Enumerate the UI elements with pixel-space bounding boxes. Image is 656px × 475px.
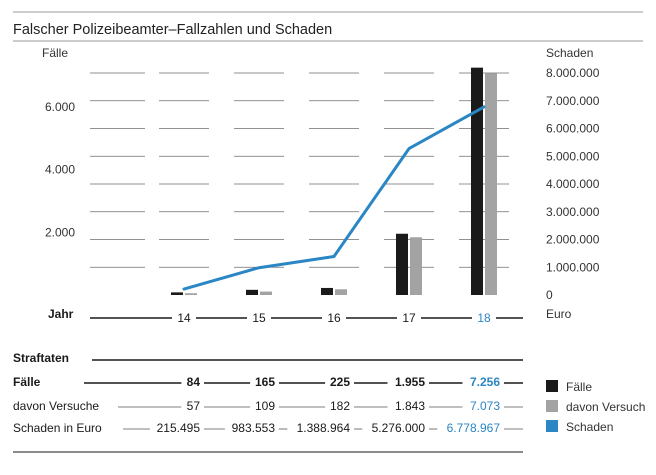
left-axis-ticks: 2.000 4.000 6.000 [45,100,75,239]
table-cell: 225 [330,375,350,389]
table-cell: 109 [255,399,275,413]
right-axis-label: Schaden [546,46,593,60]
left-tick-label: 2.000 [45,225,75,239]
table-cell: 84 [187,375,201,389]
legend-label: Fälle [566,380,592,394]
bar-faelle [471,67,483,296]
table-cell: 165 [255,375,275,389]
x-tick-label: 18 [477,311,491,325]
left-tick-label: 6.000 [45,100,75,114]
table-title: Straftaten [13,351,69,365]
x-axis: 14 15 16 17 18 [90,311,523,325]
right-tick-label: 5.000.000 [546,149,600,163]
left-tick-label: 4.000 [45,163,75,177]
table-cell: 215.495 [157,421,201,435]
x-tick-label: 15 [252,311,266,325]
right-tick-label: 6.000.000 [546,122,600,136]
bar-davon-versuch [185,293,197,295]
bar-davon-versuch [410,237,422,295]
legend: Fälle davon Versuch Schaden [546,380,645,434]
bar-davon-versuch [260,291,272,295]
right-tick-label: 7.000.000 [546,94,600,108]
right-tick-label: 4.000.000 [546,177,600,191]
right-tick-label: 8.000.000 [546,66,600,80]
left-axis-label: Fälle [42,46,68,60]
bar-davon-versuch [485,73,497,295]
schaden-line [182,105,486,291]
table-cell: 182 [330,399,350,413]
bars [171,67,497,296]
legend-swatch [546,400,558,412]
table-row-label: davon Versuche [13,399,99,413]
table-cell: 1.843 [395,399,425,413]
right-tick-label: 0 [546,288,553,302]
legend-label: davon Versuch [566,400,645,414]
table-cell: 7.256 [470,375,500,389]
table-cell: 1.388.964 [297,421,351,435]
bar-faelle [321,287,333,295]
right-axis-unit: Euro [546,307,572,321]
x-axis-label: Jahr [48,307,74,321]
legend-swatch [546,380,558,392]
table-cell: 5.276.000 [372,421,426,435]
table-cell: 7.073 [470,399,500,413]
gridlines [90,72,509,268]
legend-label: Schaden [566,420,613,434]
right-tick-label: 1.000.000 [546,260,600,274]
table-cell: 6.778.967 [447,421,501,435]
right-tick-label: 3.000.000 [546,205,600,219]
table-cell: 983.553 [232,421,276,435]
data-table: Straftaten Fälle 84 165 225 1.955 7.256 davon V… [13,351,523,435]
table-row-label: Schaden in Euro [13,421,102,435]
chart-title: Falscher Polizeibeamter–Fallzahlen und S… [13,22,332,38]
table-cell: 57 [187,399,201,413]
bar-faelle [246,289,258,295]
right-axis-ticks: 0 1.000.000 2.000.000 3.000.000 4.000.000 5.0… [546,66,600,302]
table-row-label: Fälle [13,375,41,389]
table-cell: 1.955 [395,375,425,389]
x-tick-label: 16 [327,311,341,325]
right-tick-label: 2.000.000 [546,233,600,247]
bar-faelle [396,233,408,295]
x-tick-label: 17 [402,311,416,325]
bar-faelle [171,292,183,295]
legend-swatch [546,420,558,432]
schaden-line-path [182,105,486,291]
x-tick-label: 14 [177,311,191,325]
bar-davon-versuch [335,289,347,295]
